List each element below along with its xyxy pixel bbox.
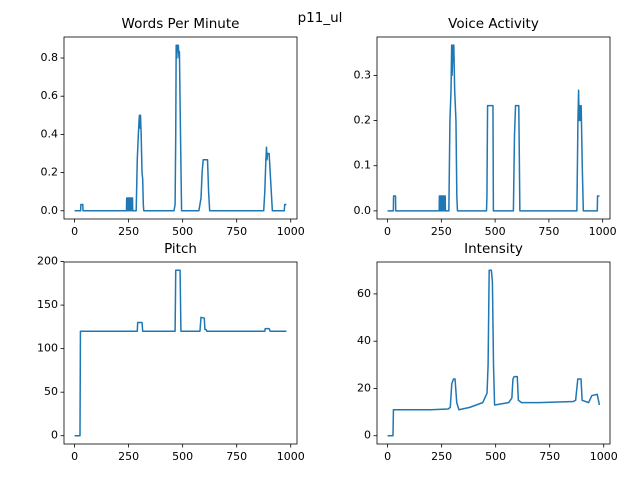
x-tick-label: 250	[431, 450, 452, 463]
y-tick-label: 0	[364, 429, 371, 442]
figure-title: p11_ul	[298, 10, 343, 26]
subplot-title: Intensity	[464, 241, 523, 257]
y-tick-label: 20	[357, 381, 371, 394]
x-tick-label: 250	[118, 225, 139, 238]
y-tick-label: 0.4	[41, 127, 59, 140]
x-tick-label: 500	[485, 225, 506, 238]
y-tick-label: 200	[37, 255, 58, 268]
x-tick-label: 750	[226, 225, 247, 238]
subplot-title: Pitch	[164, 241, 197, 257]
y-tick-label: 60	[357, 287, 371, 300]
x-tick-label: 0	[384, 450, 391, 463]
x-tick-label: 1000	[589, 225, 617, 238]
x-tick-label: 1000	[277, 225, 305, 238]
data-line	[74, 44, 287, 212]
x-tick-label: 1000	[277, 450, 305, 463]
y-tick-label: 0.1	[354, 159, 372, 172]
subplot-title: Voice Activity	[448, 16, 539, 32]
y-tick-label: 40	[357, 334, 371, 347]
axes-frame	[63, 261, 298, 445]
data-line	[74, 269, 287, 437]
y-tick-label: 0	[51, 429, 58, 442]
y-tick-label: 0.2	[41, 166, 59, 179]
x-tick-label: 500	[172, 450, 193, 463]
y-tick-label: 0.0	[41, 204, 59, 217]
x-tick-label: 750	[539, 450, 560, 463]
x-tick-label: 250	[431, 225, 452, 238]
y-tick-label: 50	[44, 385, 58, 398]
x-tick-label: 0	[71, 450, 78, 463]
x-tick-label: 500	[172, 225, 193, 238]
y-tick-label: 150	[37, 298, 58, 311]
x-tick-label: 750	[538, 225, 559, 238]
x-tick-label: 500	[485, 450, 506, 463]
x-tick-label: 250	[118, 450, 139, 463]
axes-frame	[376, 261, 611, 445]
subplot-title: Words Per Minute	[122, 16, 240, 32]
x-tick-label: 750	[226, 450, 247, 463]
y-tick-label: 0.3	[354, 68, 372, 81]
x-tick-label: 1000	[590, 450, 618, 463]
y-tick-label: 100	[37, 342, 58, 355]
y-tick-label: 0.8	[41, 51, 59, 64]
x-tick-label: 0	[71, 225, 78, 238]
y-tick-label: 0.2	[354, 114, 372, 127]
x-tick-label: 0	[384, 225, 391, 238]
data-line	[387, 269, 601, 437]
y-tick-label: 0.0	[354, 204, 372, 217]
axes-frame	[376, 36, 611, 220]
axes-frame	[63, 36, 298, 220]
data-line	[387, 44, 600, 212]
y-tick-label: 0.6	[41, 89, 59, 102]
